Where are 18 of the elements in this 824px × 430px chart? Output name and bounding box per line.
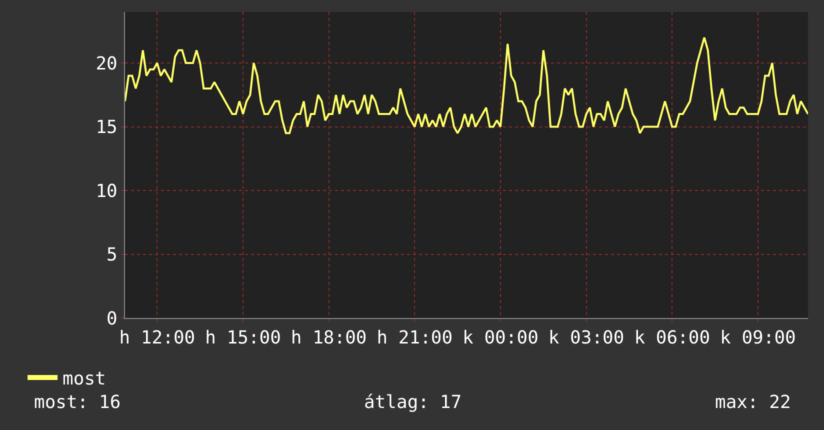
- y-tick-label: 20: [96, 53, 118, 74]
- x-tick-label: h 18:00: [290, 328, 367, 349]
- x-tick-label: h 21:00: [376, 328, 453, 349]
- y-tick-label: 10: [96, 180, 118, 202]
- y-tick-label: 0: [106, 308, 118, 330]
- text: most: 16: [34, 392, 121, 413]
- x-tick-label: k 06:00: [634, 328, 710, 349]
- y-tick-label: 5: [106, 244, 118, 266]
- x-tick-label: h 15:00: [205, 328, 281, 349]
- legend-label: most: [62, 368, 106, 390]
- y-tick-label: 15: [96, 117, 118, 138]
- x-tick-label: k 09:00: [720, 328, 796, 349]
- text: max: 22: [715, 392, 791, 413]
- x-tick-label: h 12:00: [119, 328, 196, 349]
- x-tick-label: k 03:00: [548, 328, 624, 349]
- x-tick-label: k 00:00: [462, 328, 538, 349]
- line-series: [125, 36, 808, 134]
- text: átlag: 17: [364, 392, 462, 413]
